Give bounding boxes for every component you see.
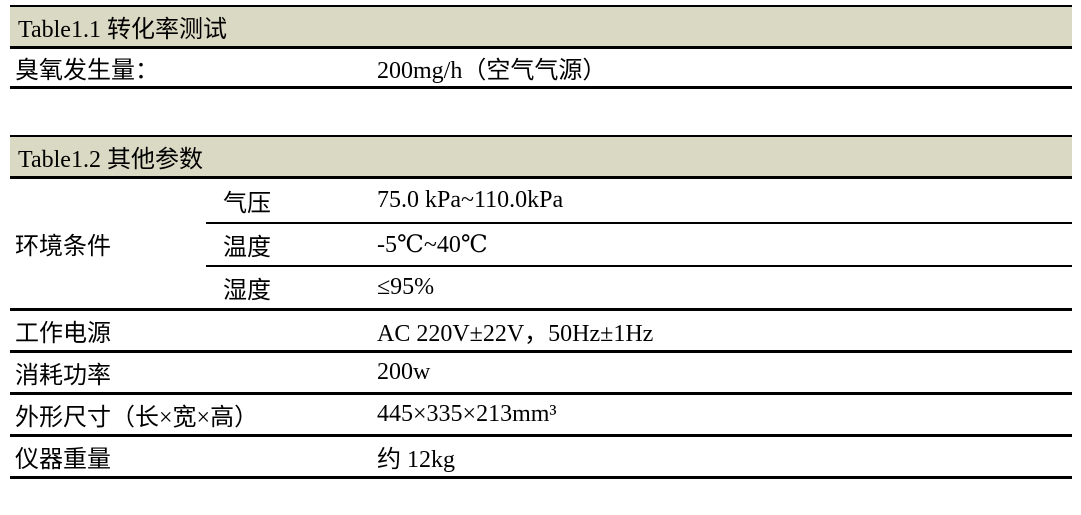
row-value-air-pressure: 75.0 kPa~110.0kPa — [377, 187, 564, 213]
table-1-1-title: Table1.1 转化率测试 — [18, 17, 227, 43]
row-value-humidity: ≤95% — [377, 274, 435, 300]
table-other-parameters: Table1.2 其他参数 环境条件 气压 75.0 kPa~110.0kPa … — [10, 135, 1072, 479]
table-row: 湿度 ≤95% — [206, 265, 1072, 308]
row-label-ozone-output: 臭氧发生量： — [15, 58, 159, 84]
table-1-1-title-bar: Table1.1 转化率测试 — [10, 7, 1072, 49]
group-label-environment: 环境条件 — [15, 234, 111, 260]
row-label-humidity: 湿度 — [223, 278, 271, 304]
row-label-temperature: 温度 — [223, 235, 271, 261]
table-1-2-title: Table1.2 其他参数 — [18, 147, 203, 173]
table-row: 消耗功率 200w — [10, 353, 1072, 395]
row-value-working-power: AC 220V±22V，50Hz±1Hz — [377, 321, 654, 347]
table-row: 温度 -5℃~40℃ — [206, 222, 1072, 265]
table-row: 仪器重量 约 12kg — [10, 437, 1072, 479]
row-value-power-consumption: 200w — [377, 359, 431, 385]
document-page: Table1.1 转化率测试 臭氧发生量： 200mg/h（空气气源） Tabl… — [10, 5, 1072, 479]
row-value-instrument-weight: 约 12kg — [377, 447, 455, 473]
row-label-dimensions: 外形尺寸（长×宽×高） — [15, 405, 259, 431]
row-value-dimensions: 445×335×213mm³ — [377, 401, 557, 427]
row-value-ozone-output: 200mg/h（空气气源） — [377, 58, 607, 84]
table-row: 臭氧发生量： 200mg/h（空气气源） — [10, 49, 1072, 89]
row-label-air-pressure: 气压 — [223, 191, 271, 217]
row-label-instrument-weight: 仪器重量 — [15, 447, 111, 473]
table-row: 气压 75.0 kPa~110.0kPa — [206, 179, 1072, 222]
row-value-temperature: -5℃~40℃ — [377, 232, 488, 258]
table-conversion-rate: Table1.1 转化率测试 臭氧发生量： 200mg/h（空气气源） — [10, 5, 1072, 89]
environment-sub-rows: 气压 75.0 kPa~110.0kPa 温度 -5℃~40℃ 湿度 ≤95% — [206, 179, 1072, 308]
environment-conditions-group: 环境条件 气压 75.0 kPa~110.0kPa 温度 -5℃~40℃ 湿度 … — [10, 179, 1072, 311]
table-row: 工作电源 AC 220V±22V，50Hz±1Hz — [10, 311, 1072, 353]
row-label-working-power: 工作电源 — [15, 321, 111, 347]
row-label-power-consumption: 消耗功率 — [15, 363, 111, 389]
table-1-2-title-bar: Table1.2 其他参数 — [10, 137, 1072, 179]
table-row: 外形尺寸（长×宽×高） 445×335×213mm³ — [10, 395, 1072, 437]
